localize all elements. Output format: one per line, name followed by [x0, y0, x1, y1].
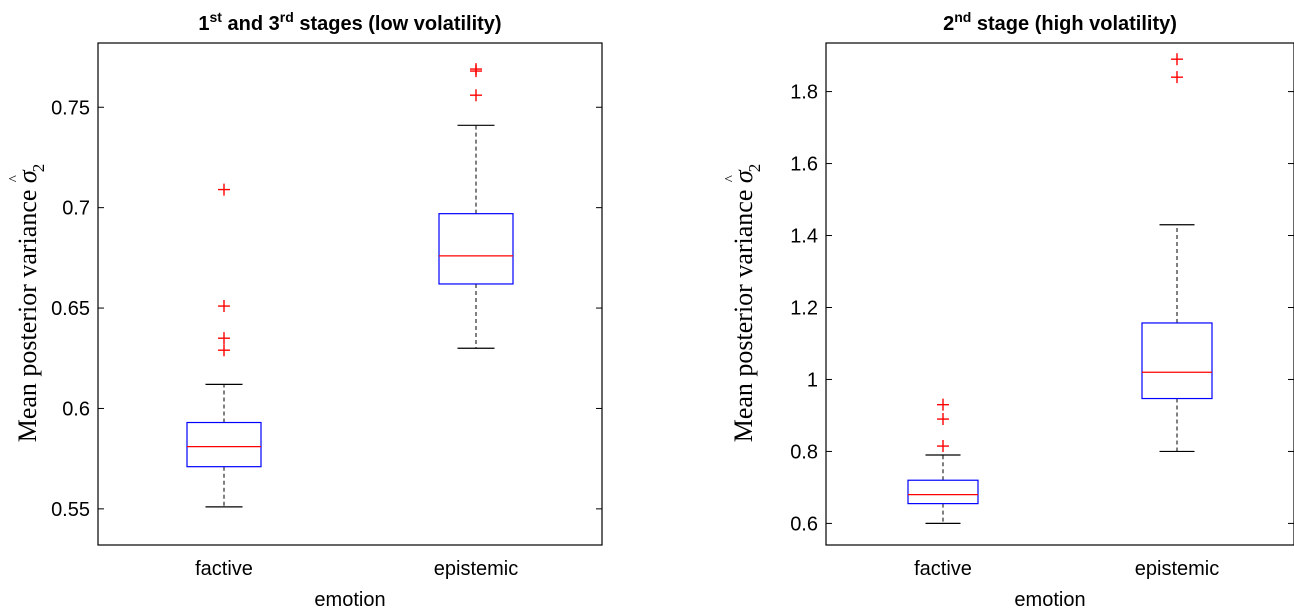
title-segment: 1 — [198, 13, 209, 35]
outlier-marker — [218, 300, 230, 313]
y-tick-label: 1.2 — [790, 297, 818, 319]
y-tick-label: 0.65 — [51, 298, 90, 320]
y-tick-label: 1.8 — [790, 82, 818, 104]
outlier-marker — [470, 89, 482, 102]
chart-panel-1: 1st and 3rd stages (low volatility) 0.55 0… — [7, 9, 603, 609]
y-axis-label-text: Mean posterior variance — [13, 183, 42, 442]
y-tick-label: 0.7 — [62, 198, 90, 220]
y-tick-label: 0.6 — [62, 398, 90, 420]
outlier-marker — [1171, 71, 1183, 84]
chart-panel-2: 2nd stage (high volatility)0.60.811.21.4… — [723, 9, 1294, 609]
outlier-marker — [1171, 53, 1183, 66]
chart-title: 2nd stage (high volatility) — [943, 9, 1177, 35]
y-axis-label-hat: ^ — [7, 175, 23, 182]
outlier-marker — [218, 183, 230, 196]
y-tick-label: 0.8 — [790, 441, 818, 463]
outlier-marker — [937, 440, 949, 453]
outlier-marker — [218, 332, 230, 345]
y-axis-label-text: Mean posterior variance — [729, 183, 758, 442]
y-axis-label: Mean posterior variance σ^ 2 — [7, 164, 48, 443]
y-tick-label: 0.6 — [790, 513, 818, 535]
y-tick-label: 0.55 — [51, 499, 90, 521]
y-tick-label: 0.75 — [51, 97, 90, 119]
title-superscript: rd — [280, 9, 294, 25]
title-superscript: nd — [954, 9, 971, 25]
title-superscript: st — [210, 9, 223, 25]
y-tick-label: 1 — [807, 369, 818, 391]
y-axis-label: Mean posterior variance σ^ 2 — [723, 164, 764, 443]
box-epistemic — [438, 63, 514, 349]
outlier-marker — [470, 63, 482, 76]
outlier-marker — [218, 344, 230, 357]
y-axis-label-hat: ^ — [723, 175, 739, 182]
iqr-box — [907, 479, 979, 505]
y-axis-label-subscript: 2 — [29, 164, 48, 173]
box-epistemic — [1141, 53, 1213, 453]
box-factive — [186, 183, 262, 508]
outlier-marker — [937, 398, 949, 411]
title-segment: stages (low volatility) — [294, 13, 502, 35]
title-segment: stage (high volatility) — [971, 13, 1177, 35]
x-axis-label: emotion — [1014, 589, 1085, 609]
y-tick-label: 1.4 — [790, 226, 818, 248]
axes-frame — [825, 42, 1294, 546]
x-axis-label: emotion — [314, 589, 385, 609]
x-tick-label-factive: factive — [195, 558, 253, 580]
iqr-box — [438, 213, 514, 285]
iqr-box — [1141, 322, 1213, 400]
y-tick-label: 1.6 — [790, 154, 818, 176]
y-axis-label-sigma: σ — [729, 169, 758, 183]
y-axis-label-sigma: σ — [13, 169, 42, 183]
axes-frame — [97, 42, 603, 546]
x-tick-label-epistemic: epistemic — [434, 558, 518, 580]
box-factive — [907, 398, 979, 525]
iqr-box — [186, 421, 262, 468]
title-segment: 2 — [943, 13, 954, 35]
outlier-marker — [937, 413, 949, 426]
x-tick-label-epistemic: epistemic — [1135, 558, 1219, 580]
chart-title: 1st and 3rd stages (low volatility) — [198, 9, 501, 35]
y-axis-label-subscript: 2 — [745, 164, 764, 173]
title-segment: and 3 — [222, 13, 280, 35]
x-tick-label-factive: factive — [914, 558, 972, 580]
